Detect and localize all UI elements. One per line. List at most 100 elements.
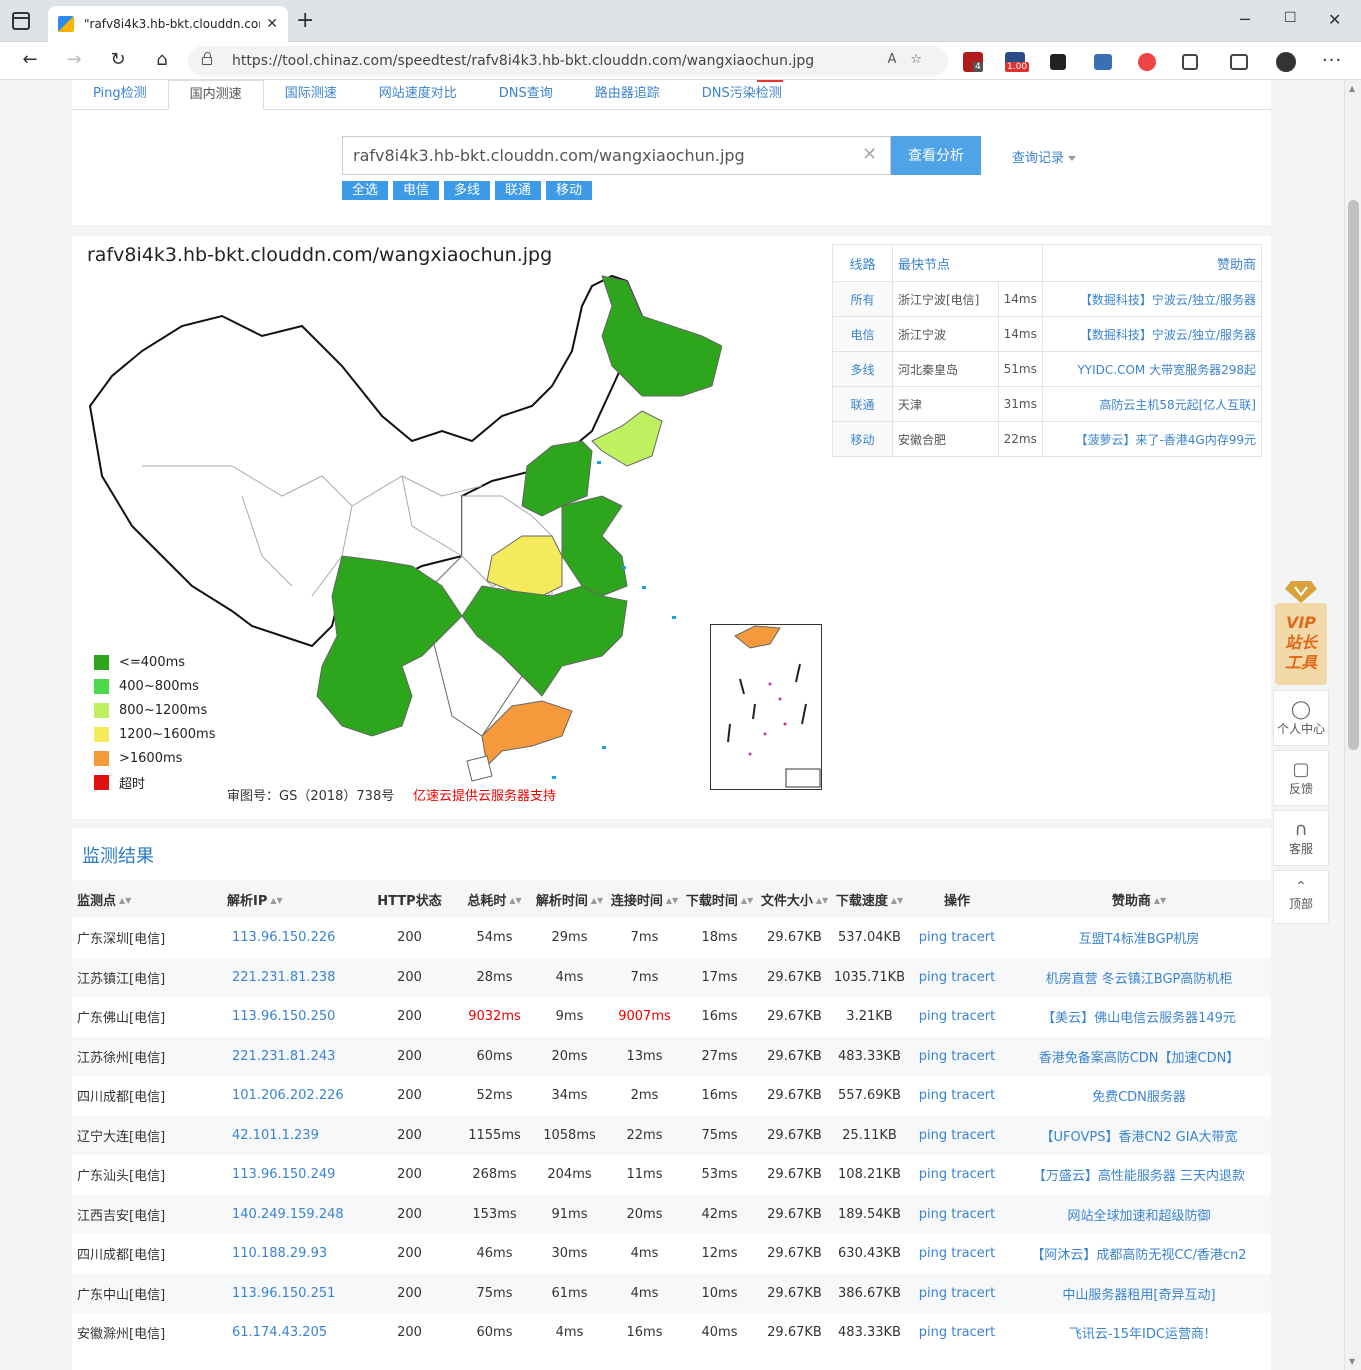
result-ip-link[interactable]: 113.96.150.226 <box>232 930 336 946</box>
result-ping-tracert-link[interactable]: ping tracert <box>907 1194 1007 1234</box>
result-ping-tracert-link[interactable]: ping tracert <box>918 1167 996 1183</box>
result-ip-link[interactable]: 221.231.81.243 <box>222 1036 362 1076</box>
tab-intl-speed[interactable]: 国际测速 <box>284 86 337 101</box>
fastest-sponsor-link[interactable]: YYIDC.COM 大带宽服务器298起 <box>1041 351 1263 387</box>
user-center-button[interactable]: ◯ 个人中心 <box>1273 690 1329 746</box>
extension-cube-icon[interactable] <box>1094 54 1112 70</box>
result-sponsor-link[interactable]: 网站全球加速和超级防御 <box>1007 1194 1271 1234</box>
result-site: 四川成都[电信] <box>77 1090 166 1106</box>
result-ping-tracert-link[interactable]: ping tracert <box>907 1273 1007 1313</box>
tab-close-icon[interactable]: ✕ <box>266 16 278 32</box>
tab-domestic-speed[interactable]: 国内测速 <box>167 80 264 110</box>
result-sponsor-link[interactable]: 免费CDN服务器 <box>1092 1090 1186 1106</box>
result-ip-link[interactable]: 140.249.159.248 <box>222 1194 362 1234</box>
home-icon[interactable]: ⌂ <box>156 49 168 70</box>
refresh-icon[interactable]: ↻ <box>110 49 126 70</box>
result-sponsor-link[interactable]: 【阿沐云】成都高防无视CC/香港cn2 <box>1031 1248 1247 1264</box>
result-http-status: 200 <box>397 930 422 946</box>
read-aloud-icon[interactable]: A <box>887 52 911 67</box>
scroll-thumb[interactable] <box>1348 200 1359 750</box>
filter-all-button[interactable]: 全选 <box>342 181 388 200</box>
result-ping-tracert-link[interactable]: ping tracert <box>918 1088 996 1104</box>
minimize-icon[interactable]: ─ <box>1240 10 1250 29</box>
extension-g-icon[interactable] <box>1138 53 1156 71</box>
result-sponsor-link[interactable]: 飞讯云-15年IDC运营商! <box>1068 1327 1210 1343</box>
result-ping-tracert-link[interactable]: ping tracert <box>918 930 996 946</box>
more-menu-icon[interactable]: ··· <box>1322 50 1343 71</box>
result-ping-tracert-link[interactable]: ping tracert <box>907 1036 1007 1076</box>
query-history-dropdown[interactable]: 查询记录 <box>1012 147 1077 166</box>
filter-mobile-button[interactable]: 移动 <box>546 181 592 200</box>
result-sponsor-link[interactable]: 中山服务器租用[奇异互动] <box>1007 1273 1271 1313</box>
back-to-top-button[interactable]: ⌃ 顶部 <box>1273 870 1329 924</box>
result-sponsor-link[interactable]: 【万盛云】高性能服务器 三天内退款 <box>1032 1169 1246 1185</box>
new-tab-icon[interactable]: + <box>296 8 315 33</box>
favorite-icon[interactable]: ☆ <box>910 52 936 67</box>
fastest-sponsor-link[interactable]: 【数掘科技】宁波云/独立/服务器 <box>1041 281 1263 317</box>
clear-input-icon[interactable]: ✕ <box>862 144 878 165</box>
result-ping-tracert-link[interactable]: ping tracert <box>918 1325 996 1341</box>
result-file-size: 29.67KB <box>767 1246 822 1262</box>
result-ping-tracert-link[interactable]: ping tracert <box>918 1009 996 1025</box>
url-field[interactable]: https://tool.chinaz.com/speedtest/rafv8i… <box>188 46 948 76</box>
filter-multiline-button[interactable]: 多线 <box>444 181 490 200</box>
scroll-up-icon[interactable]: ▲ <box>1349 84 1356 93</box>
result-ip-link[interactable]: 61.174.43.205 <box>232 1325 328 1341</box>
result-ip-link[interactable]: 110.188.29.93 <box>232 1246 328 1262</box>
map-sponsor-link[interactable]: 亿速云提供云服务器支持 <box>413 789 557 804</box>
result-sponsor-link[interactable]: 【UFOVPS】香港CN2 GIA大带宽 <box>1007 1115 1271 1155</box>
tab-actions-icon[interactable] <box>12 12 30 30</box>
fastest-sponsor-link[interactable]: 高防云主机58元起[亿人互联] <box>1041 386 1263 422</box>
result-ip-link[interactable]: 101.206.202.226 <box>232 1088 344 1104</box>
browser-tab[interactable]: "rafv8i4k3.hb-bkt.clouddn.com/w ✕ <box>48 6 288 42</box>
result-ping-tracert-link[interactable]: ping tracert <box>907 957 1007 997</box>
result-ip-link[interactable]: 42.101.1.239 <box>222 1115 362 1155</box>
extension-l-icon[interactable] <box>1050 54 1066 70</box>
tab-traceroute[interactable]: 路由器追踪 <box>594 86 660 101</box>
vip-webmaster-tools-badge[interactable]: VIP 站长 工具 <box>1273 577 1329 687</box>
page-scrollbar[interactable]: ▲ ▼ <box>1344 80 1361 1370</box>
feedback-button[interactable]: ▢ 反馈 <box>1273 750 1329 806</box>
forward-icon[interactable]: → <box>66 49 82 70</box>
collections-icon[interactable] <box>1230 54 1248 70</box>
close-window-icon[interactable]: ✕ <box>1328 10 1342 29</box>
search-input[interactable]: rafv8i4k3.hb-bkt.clouddn.com/wangxiaochu… <box>342 136 891 175</box>
col-sponsor[interactable]: 赞助商 ▲▼ <box>1007 880 1271 918</box>
result-ip-link[interactable]: 113.96.150.250 <box>232 1009 336 1025</box>
tab-dns-pollution[interactable]: DNS污染检测 <box>681 80 803 109</box>
tab-ping[interactable]: Ping检测 <box>93 86 147 101</box>
analyze-button[interactable]: 查看分析 <box>891 136 981 175</box>
col-file-size[interactable]: 文件大小 ▲▼ <box>757 880 832 918</box>
tab-speed-compare[interactable]: 网站速度对比 <box>378 86 457 101</box>
result-sponsor-link[interactable]: 机房直营 冬云镇江BGP高防机柜 <box>1007 957 1271 997</box>
maximize-icon[interactable]: ☐ <box>1284 10 1297 26</box>
fastest-sponsor-link[interactable]: 【数掘科技】宁波云/独立/服务器 <box>1041 316 1263 352</box>
scroll-down-icon[interactable]: ▼ <box>1349 1357 1356 1366</box>
col-download-time[interactable]: 下载时间 ▲▼ <box>682 880 757 918</box>
fastest-sponsor-link[interactable]: 【菠萝云】来了-香港4G内存99元 <box>1041 421 1263 457</box>
col-ip[interactable]: 解析IP ▲▼ <box>222 880 362 918</box>
ublock-icon[interactable]: 4 <box>963 52 983 72</box>
result-sponsor-link[interactable]: 香港免备案高防CDN【加速CDN】 <box>1007 1036 1271 1076</box>
result-sponsor-link[interactable]: 【美云】佛山电信云服务器149元 <box>1042 1011 1236 1027</box>
col-dns-time[interactable]: 解析时间 ▲▼ <box>532 880 607 918</box>
customer-service-button[interactable]: ∩ 客服 <box>1273 810 1329 866</box>
col-total[interactable]: 总耗时 ▲▼ <box>457 880 532 918</box>
result-ping-tracert-link[interactable]: ping tracert <box>918 1246 996 1262</box>
filter-unicom-button[interactable]: 联通 <box>495 181 541 200</box>
result-ip-link[interactable]: 113.96.150.251 <box>222 1273 362 1313</box>
tab-dns-query[interactable]: DNS查询 <box>498 86 553 101</box>
back-icon[interactable]: ← <box>22 49 38 70</box>
extension-icon[interactable]: 1.00 <box>1005 52 1030 72</box>
col-connect-time[interactable]: 连接时间 ▲▼ <box>607 880 682 918</box>
col-site[interactable]: 监测点 ▲▼ <box>72 880 222 918</box>
result-ip-link[interactable]: 221.231.81.238 <box>222 957 362 997</box>
result-ip-link[interactable]: 113.96.150.249 <box>232 1167 336 1183</box>
result-sponsor-link[interactable]: 互盟T4标准BGP机房 <box>1078 932 1200 948</box>
profile-avatar[interactable] <box>1276 52 1296 72</box>
result-ping-tracert-link[interactable]: ping tracert <box>907 1115 1007 1155</box>
filter-telecom-button[interactable]: 电信 <box>393 181 439 200</box>
col-download-speed[interactable]: 下载速度 ▲▼ <box>832 880 907 918</box>
extensions-puzzle-icon[interactable] <box>1182 54 1198 70</box>
lock-icon[interactable] <box>202 52 212 65</box>
